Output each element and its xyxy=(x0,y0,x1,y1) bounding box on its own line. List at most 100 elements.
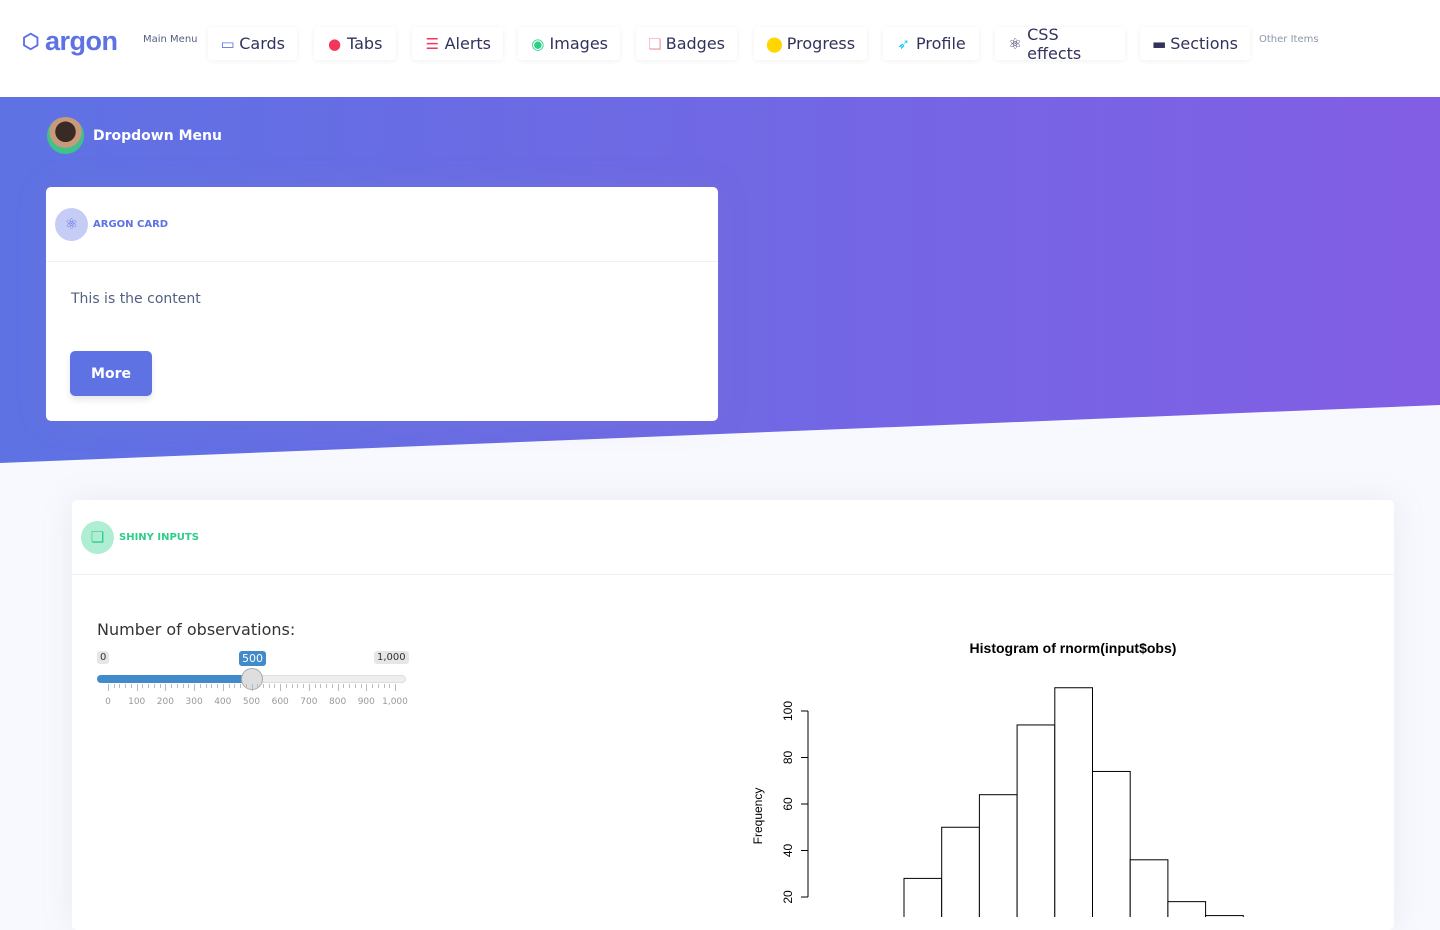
slider-minor-tick xyxy=(326,684,328,688)
slider-minor-tick xyxy=(125,684,127,688)
slider-tick-label: 0 xyxy=(105,697,111,707)
monitor-icon: ▭ xyxy=(220,34,235,53)
slider-minor-tick xyxy=(119,684,121,688)
other-items-label: Other Items xyxy=(1259,34,1319,45)
slider-minor-tick xyxy=(217,684,219,688)
navbar: ⬡ argon Main Menu Other Items ▭ Cards ● Tab… xyxy=(0,0,1440,97)
nav-item-label: Alerts xyxy=(444,34,491,53)
slider-tick xyxy=(222,684,224,691)
slider-min: 0 xyxy=(97,651,110,664)
slider-tick xyxy=(337,684,339,691)
dropdown-menu[interactable]: Dropdown Menu xyxy=(93,128,222,144)
slider-minor-tick xyxy=(314,684,316,688)
nav-item-css-effects[interactable]: ⚛ CSS effects xyxy=(995,24,1125,63)
user-circle-icon: ◉ xyxy=(531,34,545,53)
slider-minor-tick xyxy=(171,684,173,688)
slider-minor-tick xyxy=(303,684,305,688)
slider-tick xyxy=(194,684,196,691)
slider-minor-tick xyxy=(182,684,184,688)
slider-minor-tick xyxy=(262,684,264,688)
slider-label: Number of observations: xyxy=(97,620,296,639)
nav-item-label: Images xyxy=(549,34,608,53)
hexagon-icon: ⬡ xyxy=(22,31,39,53)
nav-item-label: CSS effects xyxy=(1027,24,1082,63)
slider-minor-tick xyxy=(360,684,362,688)
nav-item-label: Profile xyxy=(916,34,966,53)
slider-tick-label: 400 xyxy=(214,697,232,707)
brand-logo[interactable]: ⬡ argon xyxy=(22,26,118,57)
slider-tick xyxy=(308,684,310,691)
nav-item-images[interactable]: ◉ Images xyxy=(518,27,620,60)
slider-minor-tick xyxy=(240,684,242,688)
slider-tick-label: 800 xyxy=(329,697,347,707)
slider-tick xyxy=(366,684,368,691)
nav-item-label: Progress xyxy=(786,34,856,53)
slider-minor-tick xyxy=(148,684,150,688)
slider-tick xyxy=(280,684,282,691)
slider-minor-tick xyxy=(205,684,207,688)
nav-item-sections[interactable]: ▬ Sections xyxy=(1140,27,1250,60)
slider-tick xyxy=(251,684,253,691)
slider-minor-tick xyxy=(176,684,178,688)
slider-tick-label: 300 xyxy=(185,697,203,707)
slider-minor-tick xyxy=(372,684,374,688)
slider-minor-tick xyxy=(113,684,115,688)
brand-name: argon xyxy=(44,26,118,56)
rocket-icon: ➶ xyxy=(897,34,910,53)
nav-item-progress[interactable]: ⬤ Progress xyxy=(754,27,867,60)
slider-minor-tick xyxy=(234,684,236,688)
argon-card: ⚛ ARGON CARD This is the content More xyxy=(46,187,718,421)
slider-minor-tick xyxy=(297,684,299,688)
slider-minor-tick xyxy=(130,684,132,688)
slider-tick xyxy=(395,684,396,691)
slider-tick xyxy=(136,684,138,691)
slider-tick-label: 100 xyxy=(128,697,146,707)
slider-minor-tick xyxy=(331,684,333,688)
atom-icon: ⚛ xyxy=(1008,34,1022,53)
card-content: This is the content xyxy=(71,291,201,307)
main-menu-label: Main Menu xyxy=(143,34,198,45)
slider-value: 500 xyxy=(239,651,266,666)
nav-item-alerts[interactable]: ☰ Alerts xyxy=(412,27,503,60)
slider-tick xyxy=(108,684,109,691)
slider-minor-tick xyxy=(188,684,190,688)
nav-item-tabs[interactable]: ● Tabs xyxy=(314,27,396,60)
card-icon: ▬ xyxy=(1152,34,1167,53)
slider-fill xyxy=(97,675,252,683)
nav-item-label: Sections xyxy=(1170,34,1238,53)
nav-item-profile[interactable]: ➶ Profile xyxy=(883,27,979,60)
slider-tick-label: 200 xyxy=(156,697,174,707)
slider-minor-tick xyxy=(389,684,391,688)
slider-minor-tick xyxy=(228,684,230,688)
slider-tick-label: 900 xyxy=(357,697,375,707)
shiny-inputs-card: ❏ SHINY INPUTS xyxy=(72,500,1394,930)
avatar[interactable] xyxy=(47,117,84,154)
pin-icon: ⬤ xyxy=(766,34,783,53)
slider-minor-tick xyxy=(354,684,356,688)
nav-item-label: Cards xyxy=(239,34,285,53)
more-button[interactable]: More xyxy=(70,351,152,396)
slider-tick xyxy=(165,684,167,691)
slider-minor-tick xyxy=(153,684,155,688)
slider-minor-tick xyxy=(383,684,385,688)
card-title: SHINY INPUTS xyxy=(119,531,199,543)
nav-item-cards[interactable]: ▭ Cards xyxy=(208,27,297,60)
nav-item-badges[interactable]: ❏ Badges xyxy=(636,27,737,60)
slider-minor-tick xyxy=(285,684,287,688)
planet-icon: ● xyxy=(327,34,342,53)
card-title: ARGON CARD xyxy=(93,218,169,230)
slider-tick-label: 700 xyxy=(300,697,318,707)
atom-icon: ⚛ xyxy=(55,207,88,241)
badge-icon: ❏ xyxy=(648,34,662,53)
slider-minor-tick xyxy=(274,684,276,688)
slider-minor-tick xyxy=(377,684,379,688)
slider-minor-tick xyxy=(291,684,293,688)
slider-minor-tick xyxy=(211,684,213,688)
slider-minor-tick xyxy=(268,684,270,688)
slider-tick-label: 500 xyxy=(242,697,261,707)
slider-minor-tick xyxy=(245,684,247,688)
slider-max: 1,000 xyxy=(374,651,409,664)
slider-minor-tick xyxy=(320,684,322,688)
nav-item-label: Tabs xyxy=(347,34,383,53)
slider-tick-label: 1,000 xyxy=(382,697,408,707)
